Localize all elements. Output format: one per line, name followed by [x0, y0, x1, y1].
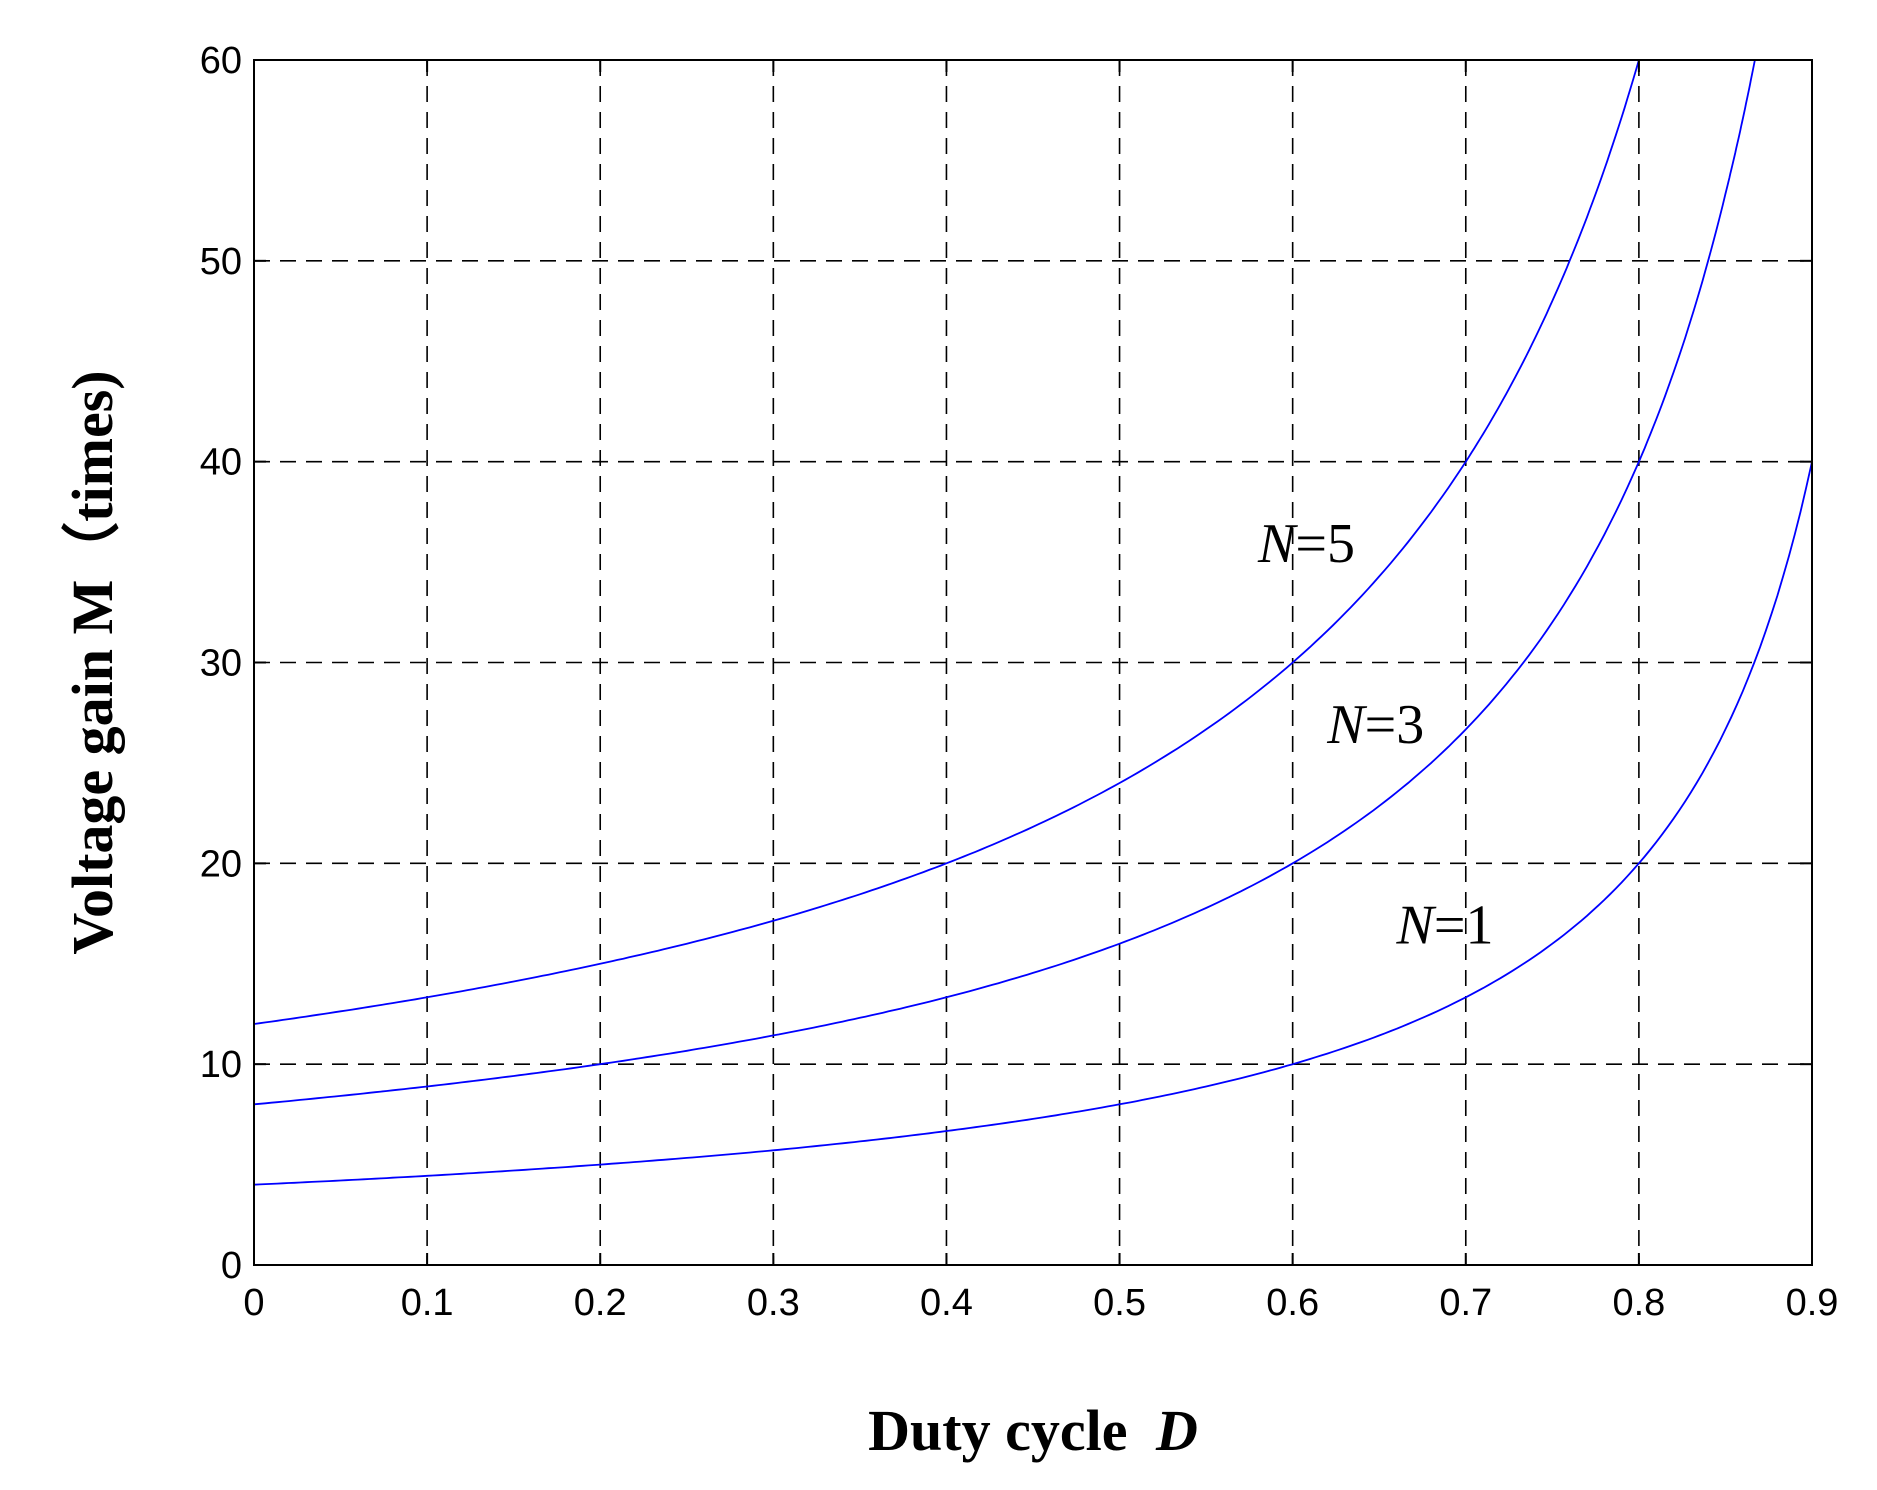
y-tick-label: 30 [200, 643, 242, 685]
curve-label-variable: N [1257, 513, 1298, 575]
y-tick-label: 40 [200, 442, 242, 484]
curve-label-value: =5 [1295, 513, 1355, 575]
x-axis-title-text: Duty cycle [868, 1398, 1127, 1463]
x-tick-label: 0.2 [574, 1282, 627, 1324]
x-axis-title: Duty cycle D [868, 1398, 1198, 1463]
y-tick-label: 60 [200, 40, 242, 82]
curve-label-value: =1 [1434, 895, 1494, 957]
x-tick-label: 0.1 [401, 1282, 454, 1324]
series-lines [253, 59, 1813, 1186]
x-axis-title-variable: D [1155, 1398, 1198, 1463]
x-tick-label: 0.7 [1439, 1282, 1492, 1324]
x-tick-label: 0.5 [1093, 1282, 1146, 1324]
curve-label: N=5 [1257, 513, 1355, 575]
y-tick-label: 50 [200, 241, 242, 283]
series-line-n-1 [253, 461, 1813, 1186]
curve-label-variable: N [1396, 895, 1437, 957]
curve-label: N=3 [1326, 694, 1424, 756]
series-line-n-5 [253, 59, 1640, 1025]
y-tick-label: 10 [200, 1044, 242, 1086]
curve-label-variable: N [1326, 694, 1367, 756]
series-line-n-3 [253, 59, 1756, 1106]
x-tick-label: 0.9 [1786, 1282, 1839, 1324]
curve-label: N=1 [1396, 895, 1494, 957]
x-tick-label: 0 [243, 1282, 264, 1324]
y-axis-title: Voltage gain M（times) [60, 370, 125, 954]
curve-annotations: N=5N=3N=1 [1257, 513, 1493, 957]
x-tick-label: 0.4 [920, 1282, 973, 1324]
y-tick-label: 0 [221, 1245, 242, 1287]
x-tick-label: 0.6 [1266, 1282, 1319, 1324]
y-tick-label: 20 [200, 843, 242, 885]
curve-label-value: =3 [1365, 694, 1425, 756]
axis-ticks: 0 0.1 0.2 0.3 0.4 0.5 0.6 0.7 0.8 0.9 0 10 20 30 40 50 6… [200, 40, 1839, 1324]
x-tick-label: 0.3 [747, 1282, 800, 1324]
x-tick-label: 0.8 [1612, 1282, 1665, 1324]
